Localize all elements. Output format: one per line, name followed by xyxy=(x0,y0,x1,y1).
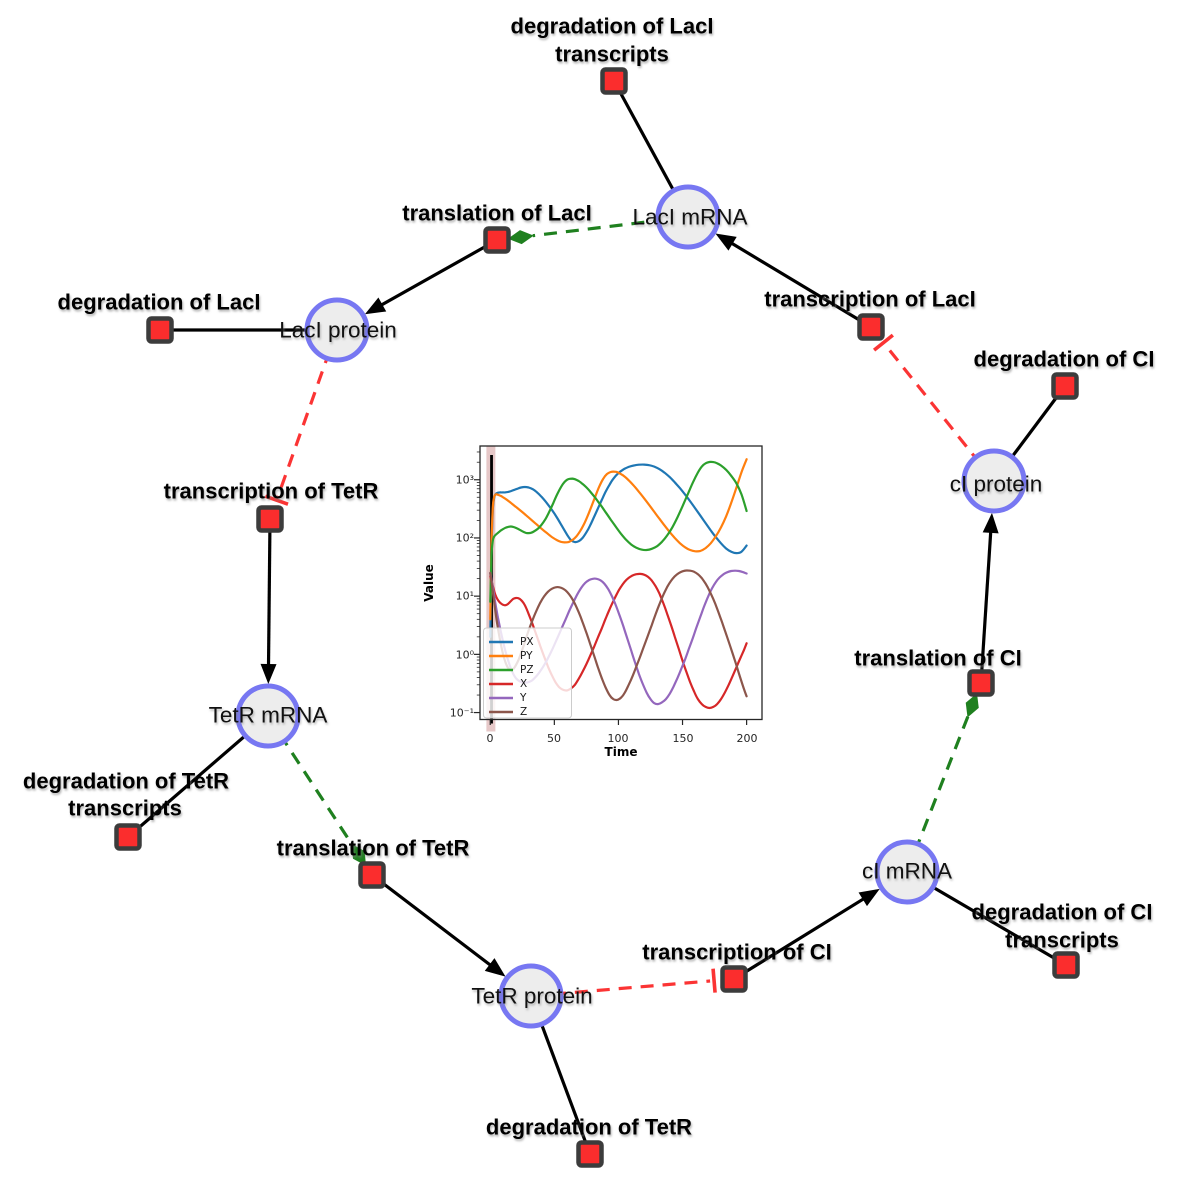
arrowhead xyxy=(858,888,880,907)
reaction-node-transcription-tetr xyxy=(256,505,284,533)
edge-production xyxy=(379,238,498,307)
reaction-label: degradation of LacI xyxy=(511,14,714,39)
legend: PX PY PZ X Y Z xyxy=(483,627,572,719)
series-PZ xyxy=(489,460,748,603)
legend-label: PY xyxy=(520,650,533,662)
species-node-laci-mrna xyxy=(655,184,721,250)
nodes-layer xyxy=(114,67,1080,1168)
edge-production xyxy=(733,896,866,981)
y-axis-title: Value xyxy=(422,564,436,602)
reaction-node-degradation-tetr-transcripts xyxy=(114,823,142,851)
diamond-arrowhead xyxy=(965,693,979,718)
species-label: cI mRNA xyxy=(862,859,952,884)
y-tick-label: 10³ xyxy=(456,474,474,487)
legend-label: PZ xyxy=(520,664,534,676)
arrowhead xyxy=(982,512,999,534)
reaction-label: transcripts xyxy=(555,42,669,67)
reaction-label: degradation of CI xyxy=(972,900,1153,925)
reaction-node-transcription-ci xyxy=(720,965,748,993)
x-tick-label: 50 xyxy=(547,732,561,745)
reaction-label: translation of CI xyxy=(854,646,1021,671)
legend-label: Y xyxy=(519,692,527,704)
legend-box xyxy=(483,627,572,719)
reaction-node-degradation-ci-transcripts xyxy=(1052,951,1080,979)
reaction-label: transcription of TetR xyxy=(164,479,379,504)
arrowhead xyxy=(715,233,737,251)
species-label: LacI mRNA xyxy=(632,205,747,230)
legend-label: Z xyxy=(520,706,527,718)
diamond-arrowhead xyxy=(507,230,534,245)
edge-production xyxy=(371,873,493,967)
reaction-node-degradation-ci xyxy=(1051,372,1079,400)
reaction-node-translation-laci xyxy=(483,226,511,254)
reaction-node-translation-ci xyxy=(967,669,995,697)
species-label: TetR mRNA xyxy=(209,703,328,728)
arrowhead xyxy=(484,958,506,977)
diamond-arrowhead xyxy=(351,844,366,866)
reaction-node-degradation-laci-transcripts xyxy=(600,67,628,95)
tbar-inhibitor xyxy=(872,333,894,352)
x-tick-label: 100 xyxy=(608,732,629,745)
x-tick-label: 0 xyxy=(487,732,494,745)
reaction-label: transcripts xyxy=(1005,928,1119,953)
edge-production xyxy=(266,518,272,667)
y-tick-label: 10² xyxy=(456,532,474,545)
y-tick-label: 10¹ xyxy=(456,590,474,603)
species-node-ci-mrna xyxy=(874,839,940,905)
series-PY xyxy=(489,458,748,621)
reaction-label: transcripts xyxy=(68,796,182,821)
species-label: cI protein xyxy=(950,472,1043,497)
reaction-node-degradation-laci xyxy=(146,316,174,344)
edge-production xyxy=(979,530,993,684)
reaction-node-translation-tetr xyxy=(358,861,386,889)
species-node-tetr-protein xyxy=(498,963,564,1029)
series-PX xyxy=(489,463,748,638)
legend-label: X xyxy=(520,678,527,690)
edge-production xyxy=(730,241,872,329)
reaction-label: translation of TetR xyxy=(277,836,470,861)
reaction-label: degradation of LacI xyxy=(58,290,261,315)
species-label: LacI protein xyxy=(279,318,397,343)
arrowhead xyxy=(260,663,277,685)
reaction-label: transcription of LacI xyxy=(764,287,975,312)
reaction-label: transcription of CI xyxy=(642,940,831,965)
x-axis-title: Time xyxy=(605,745,638,759)
species-node-ci-protein xyxy=(961,448,1027,514)
edges-layer xyxy=(126,80,1067,1155)
reaction-label: degradation of CI xyxy=(974,347,1155,372)
axes-frame xyxy=(479,445,763,721)
legend-label: PX xyxy=(520,636,534,648)
reaction-label: degradation of TetR xyxy=(23,769,229,794)
x-tick-label: 150 xyxy=(673,732,694,745)
reaction-label: degradation of TetR xyxy=(486,1115,692,1140)
x-tick-label: 200 xyxy=(737,732,758,745)
reaction-node-degradation-tetr xyxy=(576,1140,604,1168)
species-node-tetr-mrna xyxy=(235,683,301,749)
tbar-inhibitor xyxy=(264,494,289,506)
tbar-inhibitor xyxy=(711,968,717,993)
y-tick-label: 10⁰ xyxy=(456,649,475,662)
series-X xyxy=(489,572,748,710)
y-tick-label: 10⁻¹ xyxy=(450,707,474,720)
reaction-node-transcription-laci xyxy=(857,313,885,341)
arrowhead xyxy=(364,297,387,315)
species-label: TetR protein xyxy=(471,984,592,1009)
reaction-label: translation of LacI xyxy=(402,201,591,226)
species-node-laci-protein xyxy=(304,297,370,363)
